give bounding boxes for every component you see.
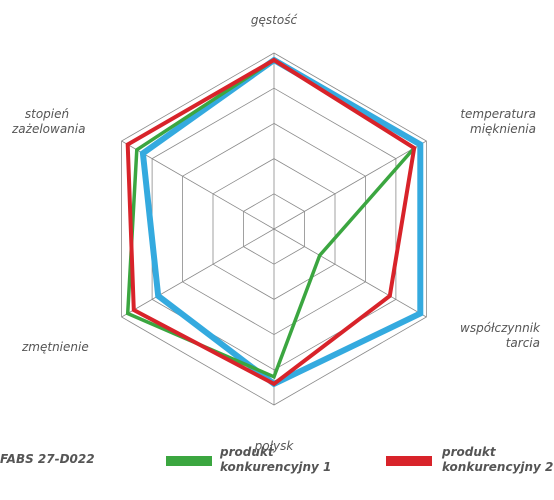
series-line bbox=[125, 57, 417, 387]
axis-labels: gęstość temperatura mięknienia współczynnik… bbox=[11, 13, 541, 453]
legend-swatch bbox=[166, 456, 212, 466]
series-layer bbox=[125, 56, 424, 388]
axis-label: temperatura mięknienia bbox=[460, 107, 536, 136]
axis-label: stopień zażelowania bbox=[11, 107, 85, 136]
axis-label: gęstość bbox=[251, 13, 298, 27]
legend: FABS 27-D022 produkt konkurencyjny 1 produk… bbox=[0, 445, 553, 474]
grid-spoke bbox=[273, 228, 427, 318]
legend-label: produkt konkurencyjny 1 bbox=[219, 445, 331, 474]
grid-spoke bbox=[121, 140, 275, 230]
grid-spoke bbox=[121, 228, 275, 318]
axis-label: zmętnienie bbox=[21, 340, 89, 354]
legend-swatch bbox=[386, 456, 432, 466]
legend-label: produkt konkurencyjny 2 bbox=[441, 445, 553, 474]
grid bbox=[121, 52, 427, 406]
grid-spoke bbox=[273, 140, 427, 230]
axis-label: połysk bbox=[254, 439, 295, 453]
axis-label: współczynnik tarcia bbox=[460, 321, 541, 350]
legend-label: FABS 27-D022 bbox=[0, 452, 95, 466]
